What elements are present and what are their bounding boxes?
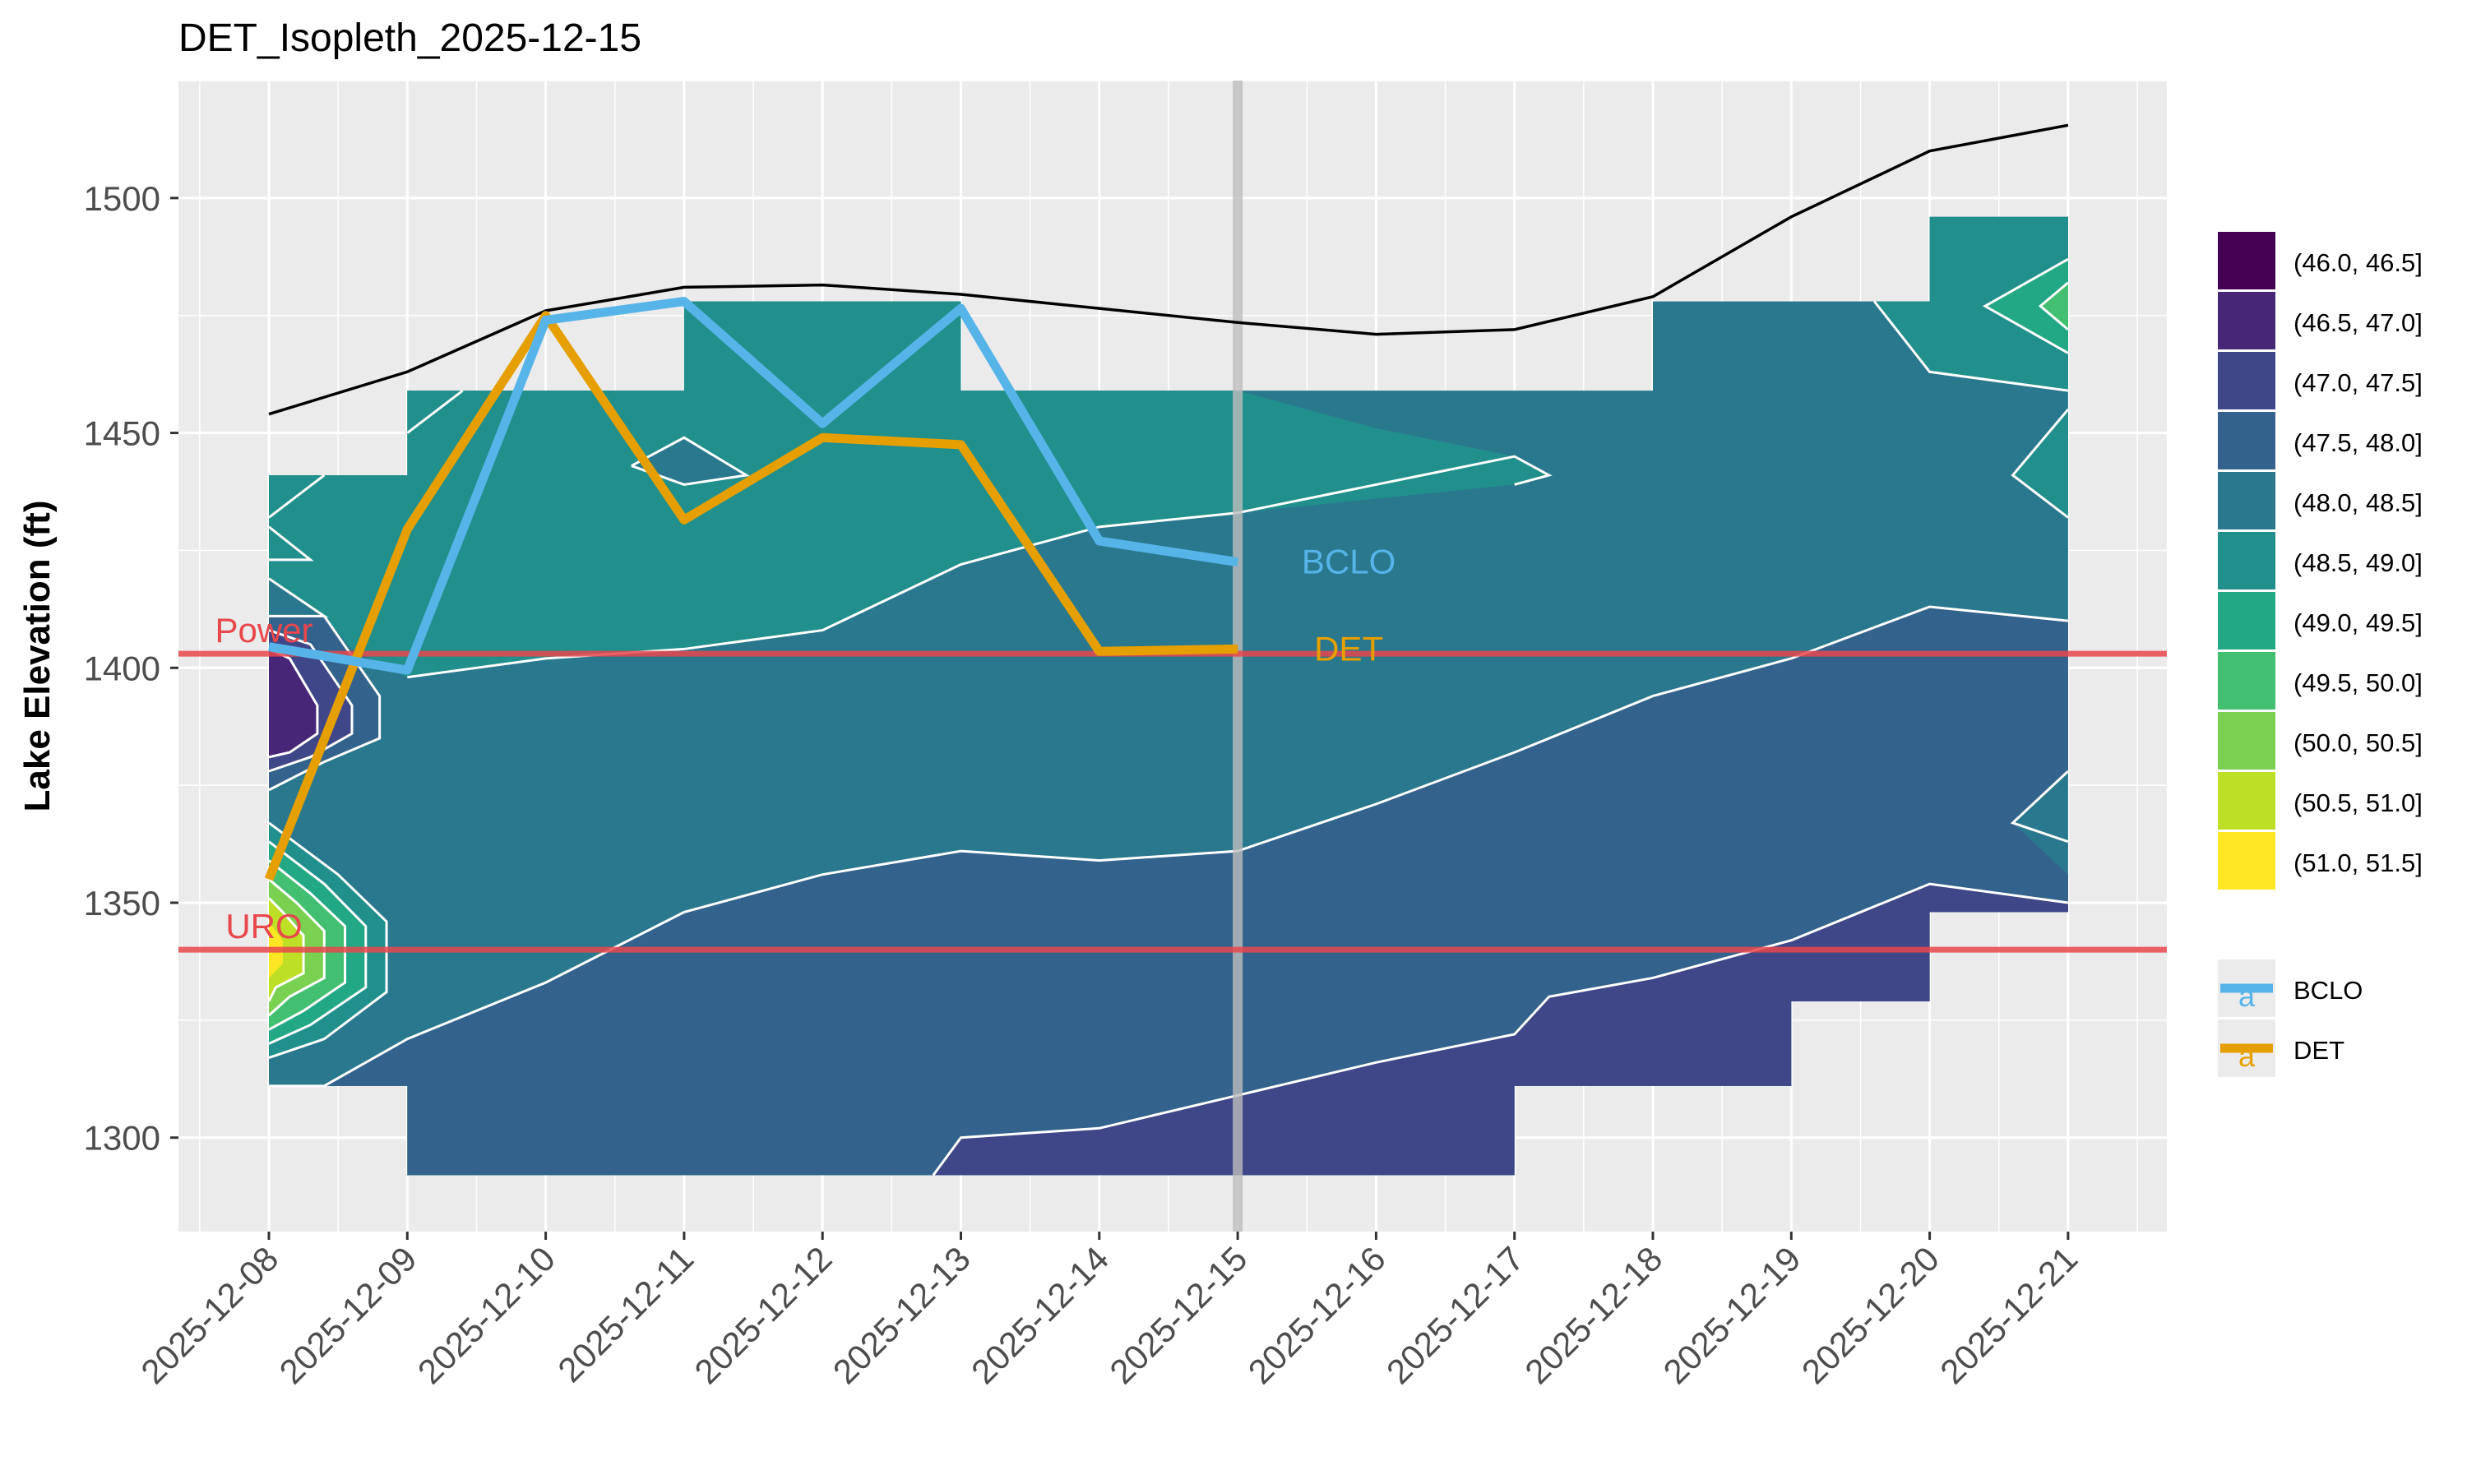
contour-band-48.5-49.0: [269, 301, 1549, 677]
line-legend-key-glyph: a: [2238, 979, 2256, 1013]
line-legend-label: DET: [2293, 1036, 2344, 1065]
y-tick-label: 1400: [84, 649, 160, 687]
y-axis-title: Lake Elevation (ft): [17, 501, 58, 812]
line-legend: a BCLO a DET: [2218, 959, 2363, 1077]
line-legend-key-glyph: a: [2238, 1039, 2256, 1073]
contour-band-49.5-50.0: [2040, 282, 2068, 330]
contour-isoline: [269, 605, 2069, 1088]
fill-legend-label: (47.5, 48.0]: [2293, 428, 2423, 457]
y-tick-label: 1350: [84, 884, 160, 922]
contour-isoline: [2011, 409, 2070, 519]
fill-legend-key: [2218, 592, 2275, 650]
x-axis: 2025-12-082025-12-092025-12-102025-12-11…: [133, 1232, 2085, 1391]
reference-label-power: Power: [215, 611, 312, 650]
fill-legend-label: (48.0, 48.5]: [2293, 488, 2423, 517]
contour-band-48.5-49.0-right: [2012, 409, 2068, 518]
series-lines: BCLO DET: [264, 297, 1395, 881]
chart-title: DET_Isopleth_2025-12-15: [178, 16, 641, 60]
y-tick-label: 1300: [84, 1119, 160, 1158]
fill-legend-label: (49.0, 49.5]: [2293, 608, 2423, 637]
fill-legend-key: [2218, 532, 2275, 589]
contour-band-47.5-48.0: [269, 607, 2068, 1176]
contour-fills: [269, 216, 2068, 1176]
fill-legend-label: (50.5, 51.0]: [2293, 788, 2423, 817]
series-label-bclo: BCLO: [1302, 543, 1395, 581]
fill-legend-key: [2218, 292, 2275, 349]
fill-legend-key: [2218, 712, 2275, 770]
fill-legend-label: (51.0, 51.5]: [2293, 848, 2423, 877]
contour-isoline: [268, 648, 319, 759]
contour-band-49.0-49.5: [1984, 259, 2068, 354]
contour-isoline: [2010, 770, 2069, 844]
contour-isoline: [932, 882, 2069, 1177]
contour-isoline: [268, 859, 347, 1031]
x-tick-label: 2025-12-15: [1102, 1239, 1254, 1391]
x-tick-label: 2025-12-14: [964, 1239, 1116, 1391]
contour-isoline: [2038, 281, 2069, 331]
fill-legend-key: [2218, 472, 2275, 529]
surface-elevation-line: [268, 123, 2069, 416]
fill-legend-label: (48.5, 49.0]: [2293, 548, 2423, 577]
x-tick-label: 2025-12-20: [1794, 1239, 1946, 1391]
contour-isoline: [267, 897, 305, 1002]
fill-legend-key: [2218, 352, 2275, 409]
contour-isoline: [1982, 257, 2069, 354]
x-tick-label: 2025-12-19: [1656, 1239, 1808, 1391]
fill-legend-key: [2218, 832, 2275, 890]
fill-legend-key: [2218, 652, 2275, 710]
contour-isoline: [268, 474, 326, 519]
fill-legend-label: (49.5, 50.0]: [2293, 668, 2423, 697]
contour-isoline: [268, 821, 388, 1059]
contour-isoline: [268, 525, 314, 562]
contour-isoline: [267, 878, 326, 1017]
x-tick-label: 2025-12-11: [550, 1239, 701, 1389]
contour-isoline: [631, 436, 750, 486]
contour-band-48.5-49.0-topright: [1874, 216, 2068, 391]
fill-legend-label: (50.0, 50.5]: [2293, 728, 2423, 757]
x-tick-label: 2025-12-10: [410, 1239, 562, 1391]
fill-legend: (46.0, 46.5] (46.5, 47.0] (47.0, 47.5] (47.…: [2218, 232, 2423, 890]
line-legend-label: BCLO: [2293, 976, 2363, 1005]
fill-legend-label: (47.0, 47.5]: [2293, 368, 2423, 397]
y-tick-label: 1500: [84, 179, 160, 218]
series-line-bclo: [268, 297, 1238, 675]
fill-legend-key: [2218, 232, 2275, 289]
y-axis: 1300 1350 1400 1450 1500: [84, 179, 178, 1158]
fill-legend-key: [2218, 772, 2275, 830]
contour-isoline: [406, 389, 464, 434]
x-tick-label: 2025-12-12: [687, 1239, 839, 1391]
fill-legend-label: (46.5, 47.0]: [2293, 308, 2423, 337]
x-tick-label: 2025-12-21: [1932, 1239, 2085, 1391]
surface-elevation-path: [268, 123, 2069, 416]
x-tick-label: 2025-12-16: [1241, 1239, 1393, 1391]
x-tick-label: 2025-12-18: [1517, 1239, 1669, 1391]
x-tick-label: 2025-12-13: [826, 1239, 978, 1391]
x-tick-label: 2025-12-08: [133, 1239, 285, 1391]
x-tick-label: 2025-12-17: [1379, 1239, 1531, 1391]
reference-label-uro: URO: [225, 907, 302, 945]
contour-isoline: [268, 840, 368, 1045]
series-line-det: [264, 311, 1238, 881]
contour-isoline: [1873, 300, 2069, 392]
contour-band-48.0-48.5-island: [631, 437, 747, 485]
contour-band-46.5-47.0-left: [269, 649, 317, 757]
contour-isoline: [268, 615, 382, 792]
x-tick-label: 2025-12-09: [272, 1239, 424, 1391]
fill-legend-label: (46.0, 46.5]: [2293, 248, 2423, 277]
y-tick-label: 1450: [84, 414, 160, 453]
contour-band-47.0-47.5: [933, 884, 2068, 1176]
contour-isoline: [268, 629, 354, 773]
series-label-det: DET: [1314, 629, 1383, 668]
fill-legend-key: [2218, 412, 2275, 469]
